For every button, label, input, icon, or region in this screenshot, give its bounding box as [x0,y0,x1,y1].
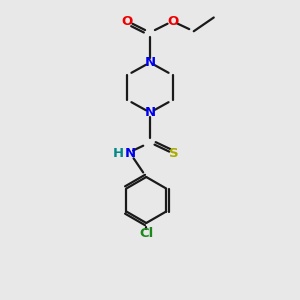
Text: O: O [122,15,133,28]
Text: N: N [144,56,156,69]
Text: H: H [112,147,124,160]
Text: Cl: Cl [139,227,153,240]
Text: S: S [169,147,178,160]
Text: N: N [144,106,156,119]
Text: O: O [167,15,178,28]
Text: N: N [125,147,136,160]
